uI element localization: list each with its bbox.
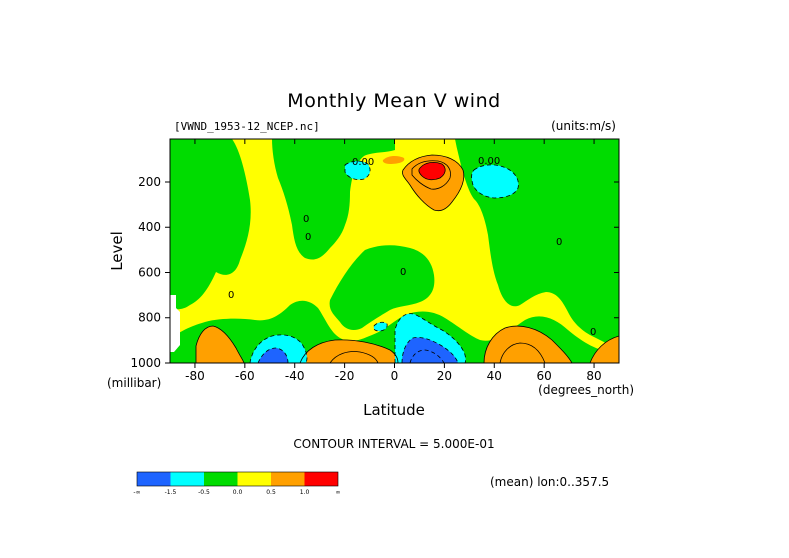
x-tick-label: 80	[586, 369, 601, 383]
field-orange-s80	[196, 326, 244, 363]
colorbar-label: ∞	[336, 489, 341, 496]
field-green-center	[329, 245, 435, 330]
x-tick-label: 40	[487, 369, 502, 383]
contour-label: 0	[556, 237, 562, 248]
x-tick-label: -40	[285, 369, 305, 383]
contour-label: 0	[400, 267, 406, 278]
field-blue-s45	[258, 348, 288, 363]
field-cyan-upper-n	[471, 164, 519, 198]
colorbar-label: -∞	[133, 489, 140, 496]
y-tick-label: 800	[138, 311, 161, 325]
colorbar-swatch	[170, 472, 204, 486]
field-missing	[170, 295, 180, 352]
contour-label: 0	[228, 290, 234, 301]
x-tick-label: 0	[391, 369, 399, 383]
colorbar-swatch	[271, 472, 305, 486]
colorbar-label: -1.5	[165, 489, 177, 496]
y-tick-label: 600	[138, 265, 161, 279]
contour-label: 0	[303, 214, 309, 225]
colorbar-label: 1.0	[300, 489, 310, 496]
y-axis: 200 400 600 800 1000	[130, 175, 619, 370]
y-tick-label: 1000	[130, 356, 161, 370]
dataset-label: [VWND_1953-12_NCEP.nc]	[174, 120, 320, 133]
field-blue-n15	[402, 337, 458, 363]
contour-labels: 0.00 0.00 0 0 0 0 0 0	[228, 156, 596, 338]
mean-note: (mean) lon:0..357.5	[490, 475, 609, 489]
field-cyan-small	[373, 322, 388, 331]
colorbar-frame	[136, 471, 339, 487]
contour-label: 0.00	[478, 156, 500, 167]
colorbar-swatch	[304, 472, 338, 486]
contour-interval-label: CONTOUR INTERVAL = 5.000E-01	[293, 437, 494, 451]
contour-lines	[195, 154, 619, 363]
colorbar: -∞ -1.5 -0.5 0.0 0.5 1.0 ∞	[133, 471, 341, 496]
contour-label: 0.00	[352, 157, 374, 168]
chart-title: Monthly Mean V wind	[287, 90, 500, 112]
x-tick-label: -80	[185, 369, 205, 383]
x-tick-label: 20	[437, 369, 452, 383]
field-orange-n80	[590, 336, 619, 363]
contour-label: 0	[305, 232, 311, 243]
y-tick-label: 200	[138, 175, 161, 189]
colorbar-label: 0.5	[266, 489, 276, 496]
x-axis-title: Latitude	[363, 401, 425, 419]
y-axis-title: Level	[108, 231, 126, 271]
colorbar-swatch	[137, 472, 171, 486]
field-red	[418, 162, 446, 180]
x-axis-units: (degrees_north)	[538, 383, 634, 397]
y-axis-units: (millibar)	[107, 376, 161, 390]
x-axis: -80 -60 -40 -20 0 20 40 60 80	[185, 139, 602, 383]
contour-lines-dashed	[249, 160, 519, 363]
x-tick-label: 60	[537, 369, 552, 383]
colorbar-swatch	[237, 472, 271, 486]
field-green-leftstrip	[170, 139, 183, 310]
colorbar-swatch	[204, 472, 238, 486]
x-tick-label: -60	[235, 369, 255, 383]
field-cyan-upper-s	[345, 161, 371, 180]
units-label: (units:m/s)	[551, 119, 616, 133]
y-tick-label: 400	[138, 220, 161, 234]
colorbar-label: 0.0	[233, 489, 243, 496]
x-tick-label: -20	[335, 369, 355, 383]
field-green-midleft	[272, 139, 395, 260]
field-green-left	[170, 139, 251, 310]
colorbar-label: -0.5	[198, 489, 210, 496]
field-orange-blip	[382, 155, 405, 164]
field-orange-upper	[402, 155, 464, 211]
plot-area	[170, 139, 619, 363]
contour-label: 0	[590, 327, 596, 338]
